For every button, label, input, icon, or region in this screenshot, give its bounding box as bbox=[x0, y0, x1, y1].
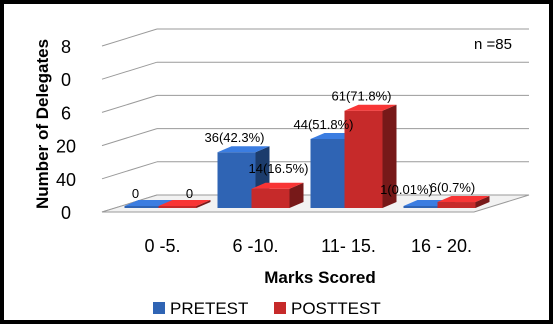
data-label-pretest-2: 44(51.8%) bbox=[294, 117, 354, 132]
bars bbox=[124, 104, 490, 208]
y-axis-label: Number of Delegates bbox=[33, 39, 52, 209]
gridline-diag bbox=[101, 128, 158, 147]
data-label-pretest-1: 36(42.3%) bbox=[205, 130, 265, 145]
sample-size-note: n =85 bbox=[474, 36, 512, 53]
y-tick-label: 40 bbox=[56, 170, 76, 190]
gridline-diag bbox=[101, 61, 158, 80]
bar-posttest-1 bbox=[251, 182, 304, 208]
bar-posttest-0 bbox=[158, 200, 211, 208]
gridline-diag bbox=[101, 94, 158, 113]
x-axis-label: Marks Scored bbox=[264, 268, 376, 287]
y-tick-label: 20 bbox=[56, 137, 76, 157]
category-labels: 0 -5. 6 -10. 11- 15. 16 - 20. bbox=[144, 236, 472, 256]
y-tick-label: 8 bbox=[61, 37, 71, 57]
y-tick-label: 6 bbox=[61, 103, 71, 123]
category-label: 16 - 20. bbox=[411, 236, 472, 256]
legend-swatch-posttest bbox=[274, 302, 286, 314]
gridline-diag bbox=[101, 161, 158, 180]
data-label-posttest-2: 61(71.8%) bbox=[332, 89, 392, 104]
legend-swatch-pretest bbox=[153, 302, 165, 314]
y-tick-label: 0 bbox=[61, 70, 71, 90]
data-label-posttest-1: 14(16.5%) bbox=[249, 161, 309, 176]
y-tick-labels: 0 40 20 6 0 8 bbox=[56, 37, 76, 223]
data-labels: 0 0 36(42.3%) 14(16.5%) 44(51.8%) 61(71.8%) 1(… bbox=[132, 89, 475, 201]
legend: PRETEST POSTTEST bbox=[153, 299, 381, 318]
data-label-posttest-0: 0 bbox=[186, 186, 193, 201]
data-label-pretest-3: 1(0.01%) bbox=[380, 182, 433, 197]
category-label: 0 -5. bbox=[144, 236, 180, 256]
data-label-posttest-3: 6(0.7%) bbox=[430, 180, 476, 195]
y-tick-label: 0 bbox=[61, 203, 71, 223]
legend-label-posttest: POSTTEST bbox=[291, 299, 381, 318]
data-label-pretest-0: 0 bbox=[132, 186, 139, 201]
gridline-diag bbox=[101, 28, 158, 47]
category-label: 11- 15. bbox=[321, 236, 376, 256]
bar-chart: 0 40 20 6 0 8 0 0 36(42.3%) 14(16.5%) 44(51.8%) 61… bbox=[33, 28, 530, 318]
bar-posttest-3 bbox=[437, 196, 490, 208]
bar-posttest-2 bbox=[344, 104, 397, 208]
category-label: 6 -10. bbox=[232, 236, 278, 256]
legend-label-pretest: PRETEST bbox=[170, 299, 248, 318]
